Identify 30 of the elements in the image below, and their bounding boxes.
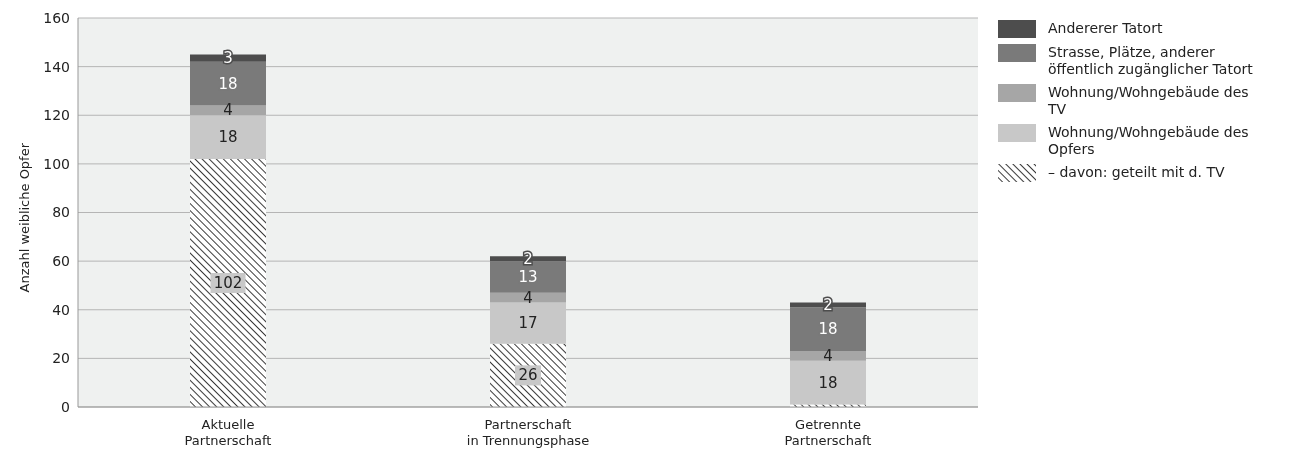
y-tick-label: 40: [52, 301, 70, 318]
y-tick-label: 20: [52, 350, 70, 367]
y-axis-title: Anzahl weibliche Opfer: [16, 142, 32, 293]
legend-label: Wohnung/Wohngebäude des Opfers: [1048, 124, 1250, 158]
data-label: 13: [518, 267, 538, 286]
y-tick-label: 160: [43, 9, 70, 26]
x-tick-label: Partnerschaft in Trennungsphase: [466, 417, 590, 448]
y-tick-label: 60: [52, 253, 70, 270]
y-tick-label: 80: [52, 204, 70, 221]
y-tick-label: 140: [43, 58, 70, 75]
x-tick-label: Aktuelle Partnerschaft: [184, 417, 272, 448]
legend-label: – davon: geteilt mit d. TV: [1048, 164, 1226, 181]
data-label: 4: [823, 346, 833, 365]
y-tick-label: 0: [61, 398, 70, 415]
y-tick-label: 120: [43, 107, 70, 124]
legend-label: Strasse, Plätze, anderer öffentlich zugänglicher Tatort: [1048, 44, 1253, 78]
data-label: 3: [223, 49, 233, 68]
y-tick-label: 100: [43, 155, 70, 172]
x-tick-label: Getrennte Partnerschaft: [784, 417, 872, 448]
legend-label: Andererer Tatort: [1048, 20, 1164, 37]
data-label: 26: [518, 366, 538, 385]
data-label: 18: [818, 373, 838, 392]
legend-label: Wohnung/Wohngebäude des TV: [1048, 84, 1250, 118]
data-label: 102: [213, 274, 243, 293]
data-label: 4: [523, 288, 533, 307]
data-label: 18: [818, 320, 838, 339]
data-label: 18: [218, 128, 238, 147]
data-label: 18: [218, 74, 238, 93]
data-label: 4: [223, 101, 233, 120]
data-label: 17: [518, 314, 538, 333]
